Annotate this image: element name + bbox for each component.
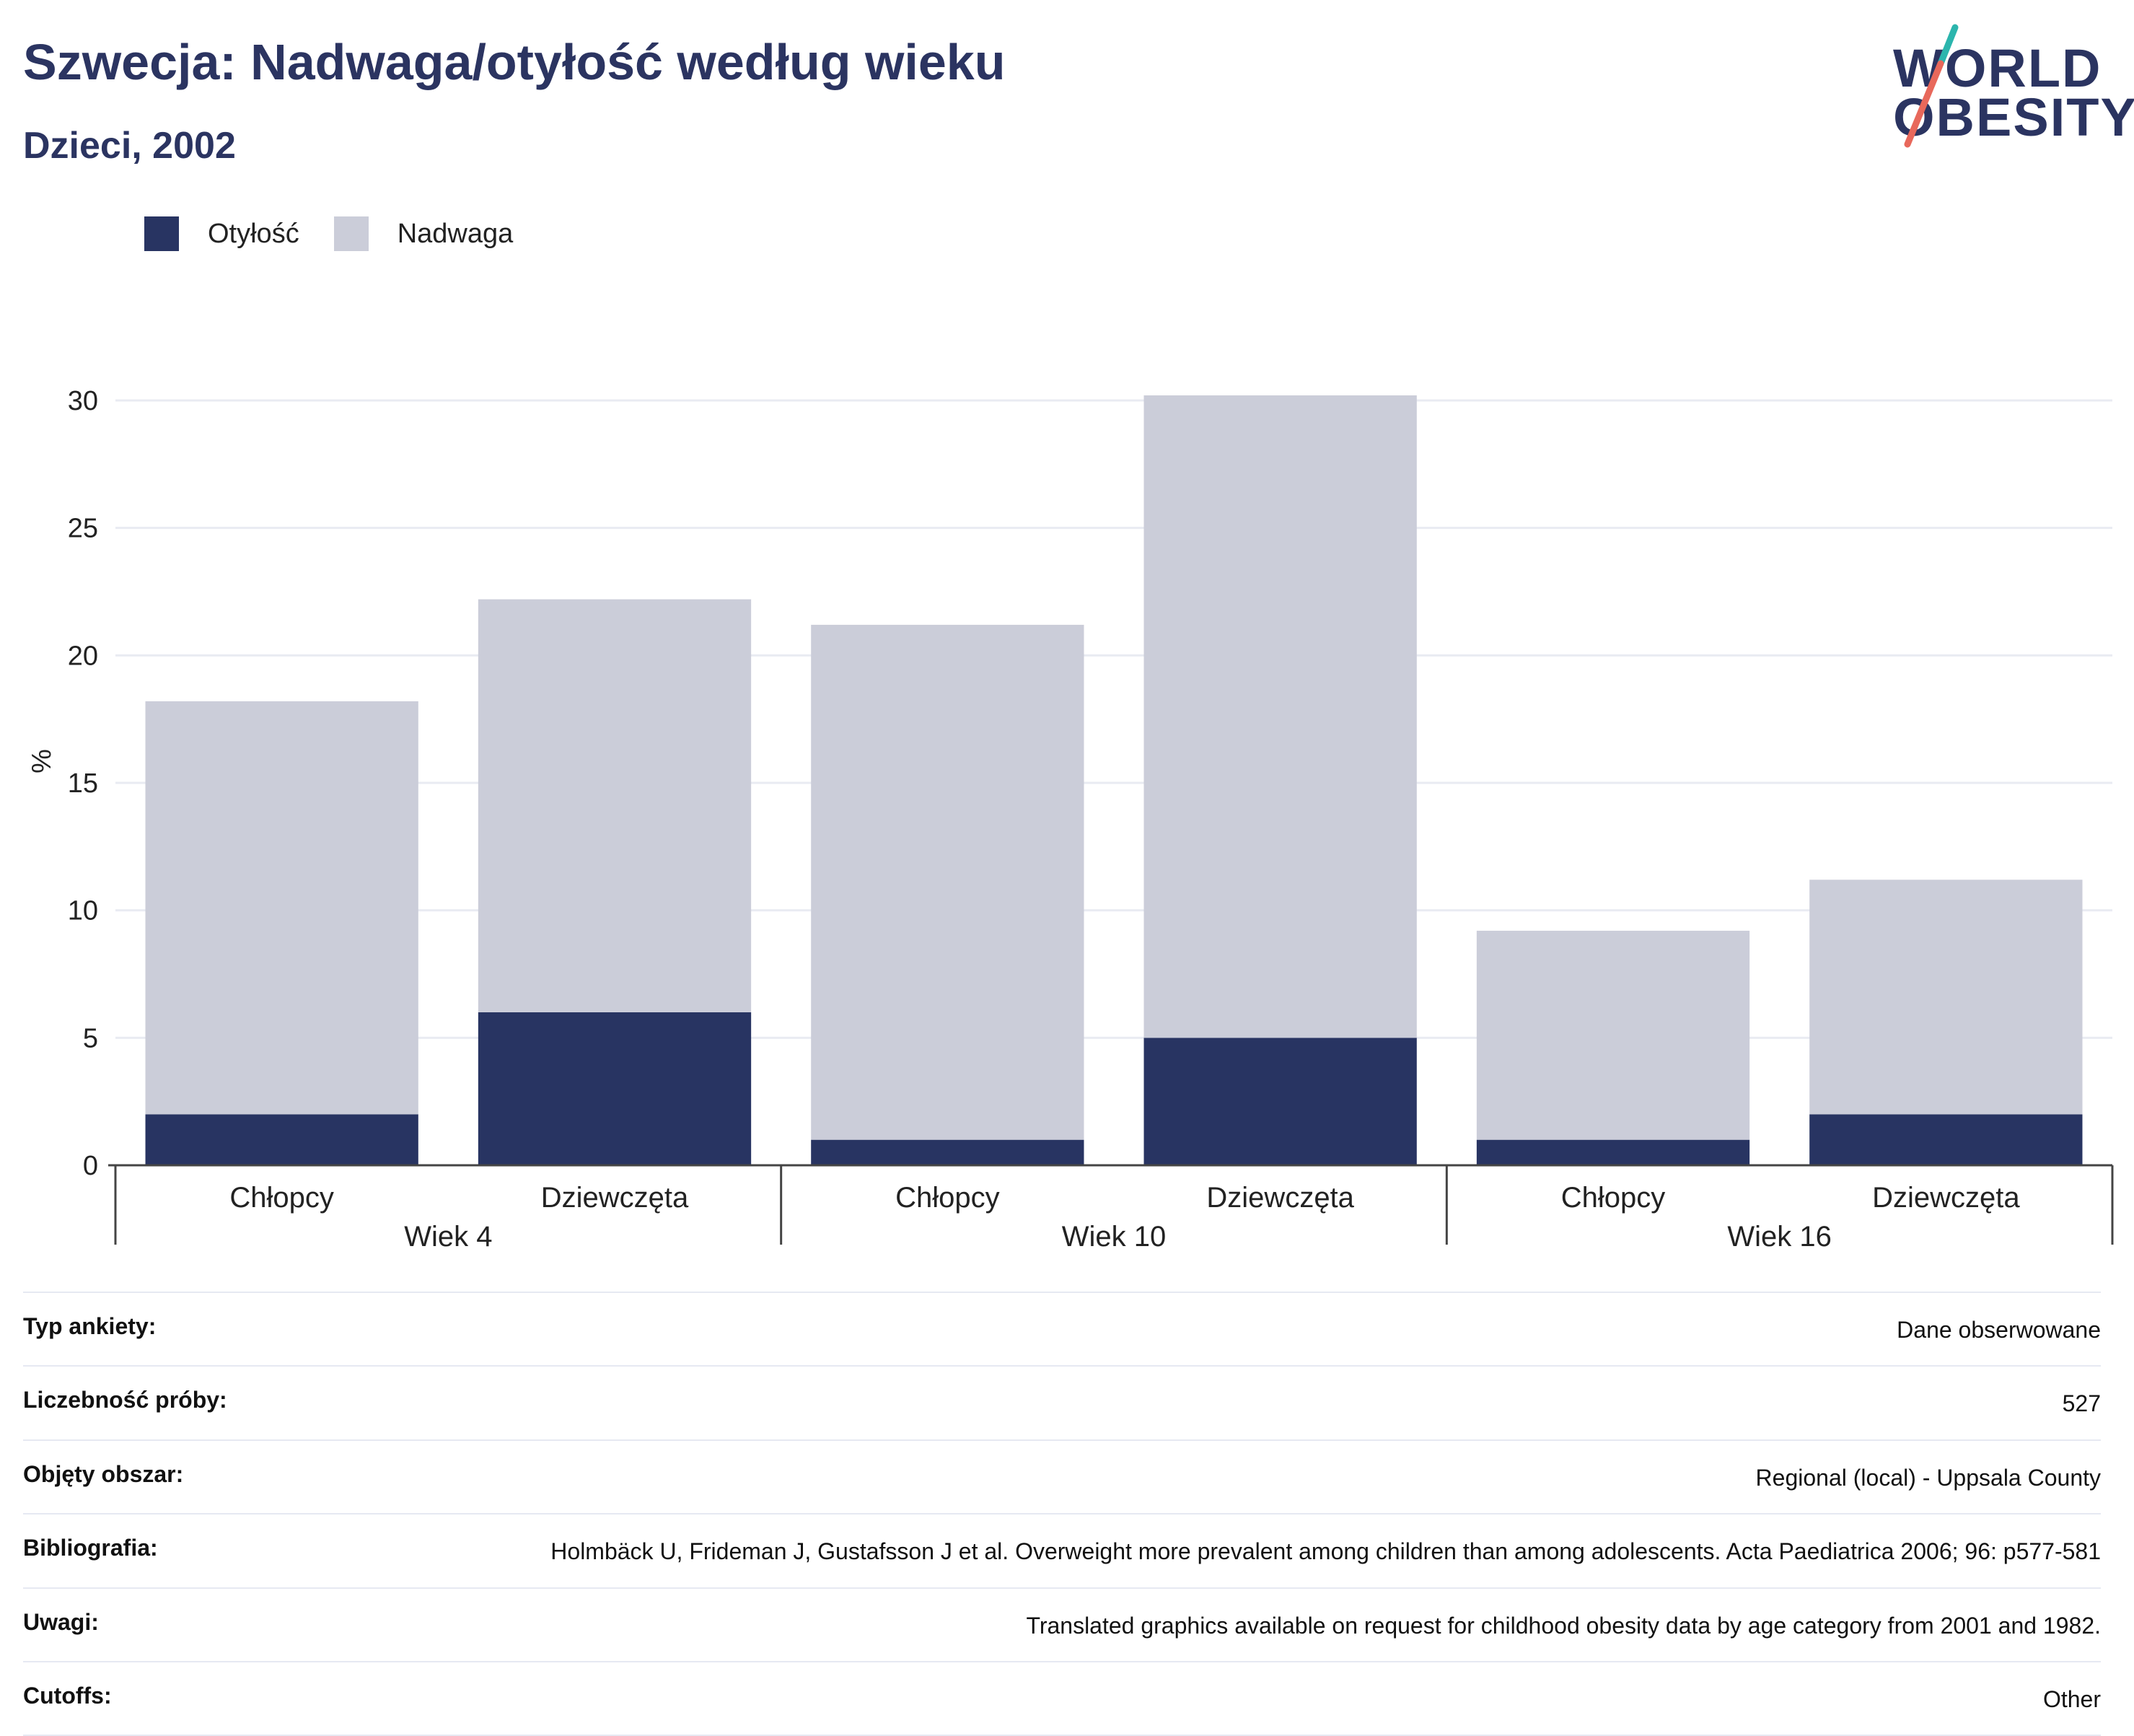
x-group-label: Wiek 4 [404,1221,492,1253]
x-category-label: Chłopcy [895,1182,1000,1214]
chart-legend: Otyłość Nadwaga [144,216,548,251]
y-axis-label: % [27,749,57,773]
info-row: Uwagi: Translated graphics available on r… [23,1587,2101,1661]
logo-word-obesity: OBESITY [1893,87,2134,147]
y-tick-label: 0 [83,1151,98,1181]
chart-axes: 0 5 10 15 20 25 30 Chłopcy Dziewczęta Chłopcy Dzie… [68,386,2114,1253]
y-tick-label: 15 [68,768,98,799]
info-label: Cutoffs: [23,1682,112,1709]
legend-swatch-obesity [144,216,179,251]
info-row: Typ ankiety: Dane obserwowane [23,1292,2101,1365]
chart-bars [145,395,2083,1165]
x-category-label: Chłopcy [1561,1182,1666,1214]
x-group-label: Wiek 10 [1062,1221,1167,1253]
y-tick-label: 25 [68,514,98,544]
bar-obesity [478,1012,752,1165]
page-subtitle: Dzieci, 2002 [23,125,236,167]
x-group-label: Wiek 16 [1727,1221,1832,1253]
info-row: Bibliografia: Holmbäck U, Frideman J, Gus… [23,1513,2101,1587]
legend-label-overweight: Nadwaga [397,218,514,249]
x-category-label: Chłopcy [229,1182,334,1214]
bar-overweight [478,599,752,1012]
bar-obesity [1143,1038,1417,1165]
y-tick-label: 10 [68,896,98,926]
survey-info-table: Typ ankiety: Dane obserwowane Liczebność p… [23,1292,2101,1736]
y-tick-label: 20 [68,641,98,671]
x-category-label: Dziewczęta [541,1182,689,1214]
info-row: Objęty obszar: Regional (local) - Uppsala… [23,1439,2101,1513]
info-row: Cutoffs: Other [23,1660,2101,1736]
legend-item-overweight[interactable]: Nadwaga [333,216,514,251]
bar-overweight [1143,395,1417,1038]
bar-overweight [1476,930,1750,1140]
bar-obesity [1809,1114,2083,1165]
info-value: Regional (local) - Uppsala County [1755,1464,2101,1491]
bar-overweight [1809,880,2083,1115]
info-label: Objęty obszar: [23,1460,184,1487]
legend-item-obesity[interactable]: Otyłość [144,216,299,251]
bar-obesity [811,1139,1084,1165]
info-label: Liczebność próby: [23,1387,227,1413]
info-value: Translated graphics available on request… [1026,1612,2101,1639]
legend-label-obesity: Otyłość [208,218,299,249]
info-value: Other [2042,1685,2101,1712]
info-label: Bibliografia: [23,1535,158,1561]
info-value: Dane obserwowane [1897,1317,2101,1343]
logo-slash-icon [1904,24,1959,148]
y-tick-label: 30 [68,386,98,416]
info-row: Liczebność próby: 527 [23,1365,2101,1439]
logo-word-world: WORLD [1893,38,2102,98]
y-tick-label: 5 [83,1023,98,1053]
x-category-label: Dziewczęta [1206,1182,1354,1214]
info-label: Typ ankiety: [23,1313,157,1339]
legend-swatch-overweight [333,216,369,251]
bar-overweight [145,701,418,1115]
bar-obesity [1476,1139,1750,1165]
bar-overweight [811,624,1084,1140]
page-title: Szwecja: Nadwaga/otyłość według wieku [23,34,1006,90]
info-value: 527 [2062,1390,2101,1417]
info-label: Uwagi: [23,1608,99,1635]
x-category-label: Dziewczęta [1872,1182,2020,1214]
info-value: Holmbäck U, Frideman J, Gustafsson J et … [550,1538,2101,1565]
chart-gridlines [115,399,2112,1039]
bar-obesity [145,1114,418,1165]
bar-chart: 0 5 10 15 20 25 30 Chłopcy Dziewczęta Chłopcy Dzie… [27,386,2114,1253]
world-obesity-logo: WORLD OBESITY [1883,20,2134,157]
